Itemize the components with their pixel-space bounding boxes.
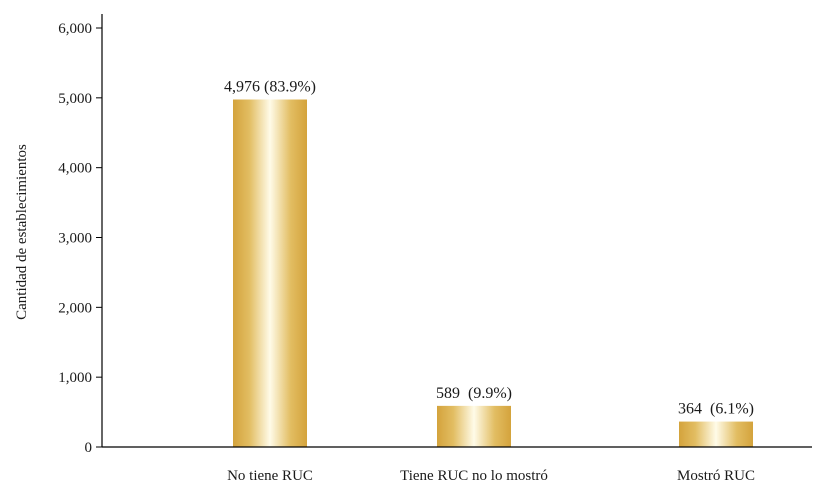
bar [437, 405, 511, 447]
category-label: Mostró RUC [677, 468, 755, 484]
y-tick-label: 6,000 [58, 21, 92, 37]
data-label: 4,976 (83.9%) [224, 79, 316, 96]
y-tick-label: 0 [85, 440, 93, 456]
y-tick-label: 2,000 [58, 300, 92, 316]
category-label: No tiene RUC [227, 468, 313, 484]
y-tick-label: 3,000 [58, 231, 92, 247]
y-tick-label: 4,000 [58, 161, 92, 177]
data-label: 364 (6.1%) [678, 401, 754, 418]
data-label: 589 (9.9%) [436, 385, 512, 402]
category-label: Tiene RUC no lo mostró [400, 468, 548, 484]
y-axis-title: Cantidad de establecimientos [14, 144, 30, 320]
y-tick-label: 1,000 [58, 370, 92, 386]
bar [679, 421, 753, 447]
bar [233, 99, 307, 447]
y-tick-label: 5,000 [58, 91, 92, 107]
